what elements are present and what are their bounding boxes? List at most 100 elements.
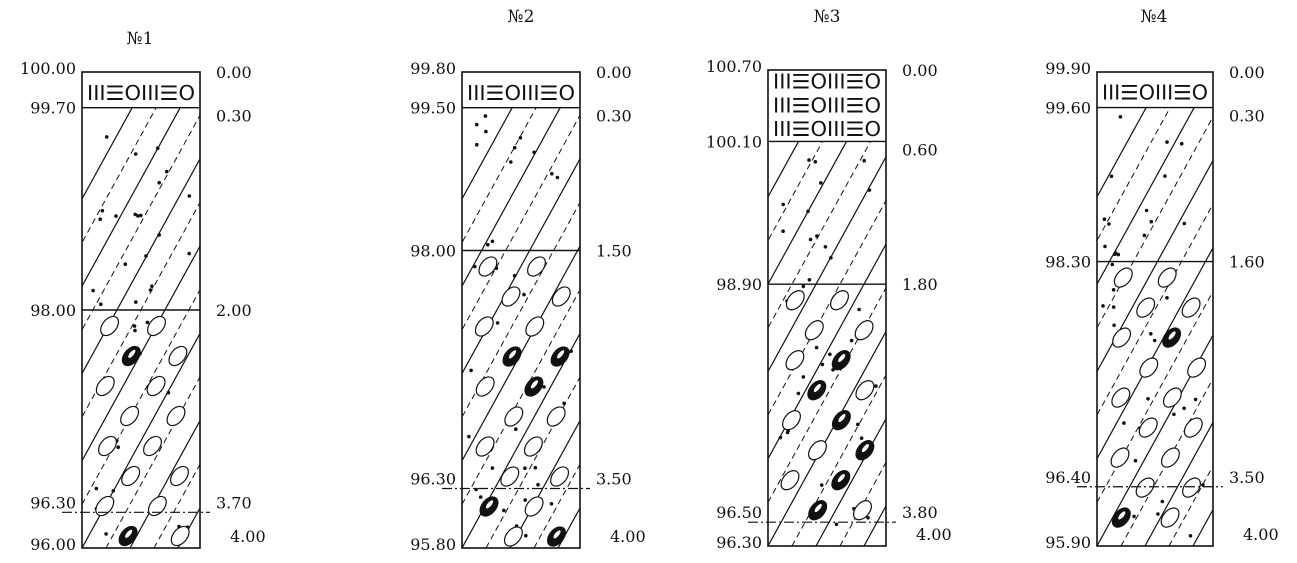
sand-dot: [100, 208, 105, 213]
sand-dot: [104, 532, 108, 536]
borehole-column-3: №3III☰OIII☰OIII☰OIII☰OIII☰OIII☰O100.7010…: [706, 7, 952, 552]
pebble-open: [500, 466, 520, 487]
hatch-solid-line: [509, 419, 580, 548]
elevation-label: 100.00: [20, 59, 76, 78]
pebble-open: [168, 345, 188, 367]
sand-dot: [867, 188, 872, 192]
sand-dot: [98, 217, 102, 221]
sand-dot: [91, 288, 95, 293]
sand-dot: [522, 292, 526, 297]
pebble-open: [1111, 387, 1131, 408]
hatch-solid-line: [177, 506, 200, 548]
pebble-open: [808, 440, 827, 461]
depth-label: 0.30: [596, 107, 632, 126]
hatch-dashed-line: [462, 114, 580, 331]
depth-label: 0.60: [902, 140, 938, 159]
soil-hatching: [768, 141, 886, 546]
sand-dot: [1146, 397, 1150, 401]
hatch-dashed-line: [768, 199, 886, 417]
borehole-title: №2: [508, 7, 535, 27]
depth-label: 0.00: [216, 63, 252, 82]
sand-dot: [801, 375, 806, 379]
depth-label: 0.30: [1229, 107, 1265, 126]
pebble-open: [1157, 267, 1177, 288]
topsoil-symbol: III☰OIII☰O: [467, 81, 575, 105]
topsoil-symbol: III☰OIII☰O: [773, 93, 881, 117]
pebble-open: [1113, 267, 1133, 288]
sand-dot: [550, 171, 554, 176]
pebble-open: [147, 495, 167, 517]
sand-dot: [132, 324, 137, 328]
pebble-open: [120, 405, 140, 427]
pebble-highlight: [838, 353, 846, 363]
pebble-highlight: [838, 413, 846, 423]
sand-dot: [828, 352, 832, 357]
hatch-dashed-line: [202, 108, 444, 548]
column-outline: [461, 71, 581, 549]
sand-dot: [155, 146, 160, 150]
elevation-label: 99.50: [410, 99, 456, 118]
elevation-label: 98.00: [30, 301, 76, 320]
pebble-open: [551, 286, 571, 307]
pebble-open: [147, 315, 166, 337]
pebble-open: [854, 320, 874, 341]
sand-dot: [1116, 252, 1121, 257]
hatch-solid-line: [82, 332, 200, 548]
elevation-label: 99.70: [30, 99, 76, 118]
elevation-label: 98.90: [716, 275, 762, 294]
sand-dot: [165, 169, 169, 174]
hatch-dashed-line: [485, 376, 580, 548]
sand-dot: [139, 213, 143, 218]
sand-dot: [857, 307, 861, 312]
sand-dot: [1163, 174, 1167, 178]
hatch-solid-line: [129, 419, 200, 548]
hatch-solid-line: [1144, 421, 1213, 546]
elevation-label: 99.60: [1045, 99, 1091, 118]
sand-dot: [94, 486, 99, 491]
sand-dot: [150, 284, 154, 289]
borehole-column-4: №4 III☰OIII☰O 99.90 99.60 98.30 96.40 95.90 0.0…: [1045, 7, 1297, 552]
sand-dot: [473, 264, 477, 269]
hatch-dashed-line: [791, 374, 886, 546]
pebble-highlight: [485, 500, 494, 509]
pebble-highlight: [861, 443, 869, 453]
sand-dot: [166, 390, 171, 395]
sand-dot: [778, 435, 783, 440]
sand-dot: [523, 498, 527, 502]
pebble-open: [1110, 447, 1130, 468]
sand-dot: [187, 251, 191, 256]
sand-dot: [1152, 338, 1157, 343]
sand-dot: [145, 320, 150, 325]
elevation-label: 99.80: [410, 59, 456, 78]
hatch-dashed-line: [1265, 108, 1297, 546]
sand-dot: [1156, 512, 1160, 516]
hatch-solid-line: [1097, 107, 1147, 199]
depth-label: 0.00: [596, 63, 632, 82]
elevation-label: 100.70: [706, 57, 762, 76]
hatch-dashed-line: [1168, 464, 1213, 546]
pebble-highlight: [837, 473, 845, 483]
sand-dot: [509, 160, 513, 164]
pebble-open: [166, 405, 186, 427]
pebble-open: [1182, 477, 1201, 498]
hatch-dashed-line: [153, 463, 200, 548]
topsoil-band: [1097, 72, 1213, 108]
sand-dot: [1165, 140, 1169, 144]
sand-dot: [796, 391, 801, 396]
pebble-open: [98, 435, 117, 457]
sand-dot: [536, 482, 540, 487]
pebble-open: [95, 375, 115, 397]
hatch-solid-line: [768, 155, 886, 373]
pebble-highlight: [813, 383, 821, 393]
hatch-solid-line: [82, 107, 133, 201]
hatch-dashed-line: [768, 141, 871, 329]
pebble-open: [1183, 417, 1203, 438]
sand-dot: [495, 321, 500, 325]
sand-dot: [514, 427, 518, 432]
sand-dot: [819, 181, 823, 185]
hatch-dashed-line: [1120, 377, 1213, 546]
sand-dot: [474, 122, 479, 127]
depth-label: 4.00: [916, 525, 952, 544]
pebble-open: [853, 500, 872, 521]
pebble-highlight: [1118, 511, 1126, 520]
